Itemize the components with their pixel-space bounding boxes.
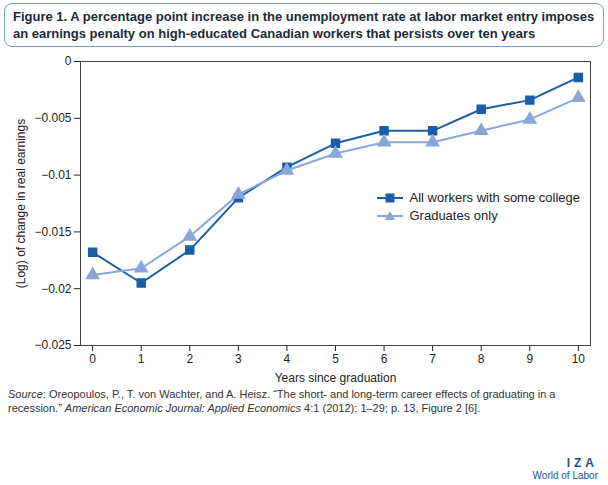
svg-text:0: 0 — [89, 352, 96, 366]
html-text:All workers with some college: All workers with some college — [409, 190, 580, 205]
svg-text:−0.01: −0.01 — [41, 168, 72, 182]
svg-text:−0.025: −0.025 — [34, 338, 71, 352]
svg-text:7: 7 — [429, 352, 436, 366]
svg-text:(Log) of change in real earnin: (Log) of change in real earnings — [14, 119, 28, 288]
svg-text:Years since graduation: Years since graduation — [275, 371, 397, 385]
svg-text:9: 9 — [526, 352, 533, 366]
svg-text:6: 6 — [381, 352, 388, 366]
html-text:Source: Oreopoulos, P., T. von: Source: Oreopoulos, P., T. von Wachter, … — [8, 388, 556, 414]
svg-text:−0.02: −0.02 — [41, 282, 72, 296]
svg-text:1: 1 — [138, 352, 145, 366]
svg-text:10: 10 — [572, 352, 586, 366]
svg-text:4: 4 — [284, 352, 291, 366]
svg-text:2: 2 — [186, 352, 193, 366]
svg-text:0: 0 — [65, 54, 72, 68]
html-text:Graduates only: Graduates only — [409, 208, 498, 223]
svg-text:3: 3 — [235, 352, 242, 366]
svg-text:−0.015: −0.015 — [34, 225, 71, 239]
svg-text:5: 5 — [332, 352, 339, 366]
svg-text:8: 8 — [478, 352, 485, 366]
html-text:IZA: IZA — [566, 456, 598, 470]
html-text:World of Labor: World of Labor — [532, 470, 598, 481]
html-text:Figure 1. A percentage point i: Figure 1. A percentage point increase in… — [13, 9, 595, 41]
svg-text:−0.005: −0.005 — [34, 111, 71, 125]
